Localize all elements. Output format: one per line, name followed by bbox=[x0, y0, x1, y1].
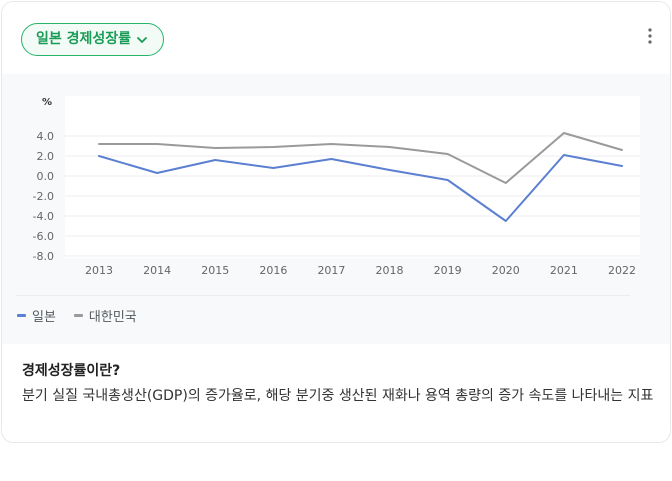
x-tick-label: 2016 bbox=[259, 264, 287, 277]
legend-swatch bbox=[17, 314, 26, 317]
y-tick-label: 2.0 bbox=[37, 150, 55, 163]
description-text: 분기 실질 국내총생산(GDP)의 증가율로, 해당 분기중 생산된 재화나 용… bbox=[22, 388, 654, 404]
y-tick-label: -6.0 bbox=[33, 230, 54, 243]
y-tick-label: -4.0 bbox=[33, 210, 54, 223]
legend-swatch bbox=[73, 314, 83, 317]
chart-legend: 일본 대한민국 bbox=[17, 306, 137, 325]
x-tick-label: 2014 bbox=[143, 264, 171, 277]
series-line-japan bbox=[98, 154, 623, 222]
y-tick-label: 4.0 bbox=[37, 130, 55, 143]
more-vertical-icon[interactable] bbox=[644, 26, 656, 46]
x-tick-label: 2021 bbox=[550, 264, 578, 277]
y-tick-label: -2.0 bbox=[33, 190, 54, 203]
legend-item-japan[interactable]: 일본 bbox=[17, 306, 56, 325]
x-tick-label: 2018 bbox=[376, 264, 404, 277]
legend-label: 대한민국 bbox=[88, 310, 137, 325]
series-line-korea bbox=[98, 132, 623, 184]
description-section: 경제성장률이란? 분기 실질 국내총생산(GDP)의 증가율로, 해당 분기중 … bbox=[22, 360, 654, 408]
legend-item-korea[interactable]: 대한민국 bbox=[73, 306, 137, 325]
line-chart: % 4.0 2.0 0.0 -2.0 -4.0 -6.0 -8.0 2013 2014 2015 20… bbox=[33, 96, 640, 277]
gdp-growth-card: 일본 경제성장률 % 4.0 2.0 0.0 -2.0 -4.0 -6.0 -8.0 2013 2… bbox=[1, 1, 671, 443]
dropdown-label: 일본 경제성장률 bbox=[36, 31, 132, 47]
x-tick-label: 2013 bbox=[85, 264, 113, 277]
legend-label: 일본 bbox=[32, 310, 56, 325]
y-tick-label: 0.0 bbox=[37, 170, 55, 183]
chevron-down-icon bbox=[137, 36, 147, 43]
plot-background bbox=[65, 96, 640, 258]
x-tick-label: 2022 bbox=[608, 264, 636, 277]
chart-area: % 4.0 2.0 0.0 -2.0 -4.0 -6.0 -8.0 2013 2014 2015 20… bbox=[2, 74, 670, 344]
country-dropdown-button[interactable]: 일본 경제성장률 bbox=[21, 23, 165, 56]
x-tick-label: 2020 bbox=[492, 264, 520, 277]
x-tick-label: 2019 bbox=[434, 264, 462, 277]
x-tick-label: 2017 bbox=[317, 264, 345, 277]
card-header: 일본 경제성장률 bbox=[2, 2, 670, 74]
description-title: 경제성장률이란? bbox=[22, 363, 121, 379]
y-tick-label: -8.0 bbox=[33, 250, 54, 263]
y-axis-unit: % bbox=[42, 97, 52, 108]
legend-divider bbox=[16, 295, 630, 296]
x-tick-label: 2015 bbox=[201, 264, 229, 277]
